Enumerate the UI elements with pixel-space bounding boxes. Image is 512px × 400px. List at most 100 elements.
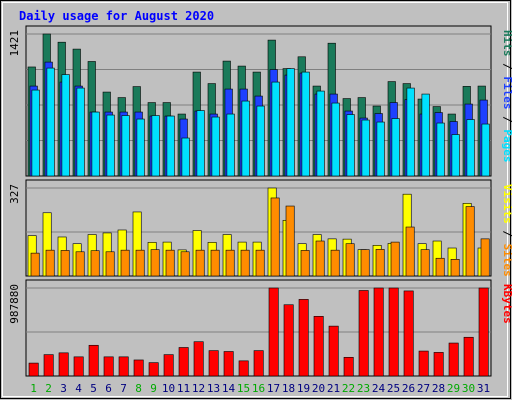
bar-sites-26 — [405, 226, 415, 277]
bar-kbytes-5 — [88, 344, 99, 377]
day-label-16: 16 — [252, 382, 265, 395]
max-tick-label: 1421 — [8, 30, 21, 57]
legend-sites: Sites — [501, 244, 512, 277]
bar-pages-28 — [436, 122, 445, 177]
day-label-1: 1 — [30, 382, 37, 395]
day-label-20: 20 — [312, 382, 325, 395]
max-tick-label: 327 — [8, 184, 21, 204]
bar-sites-30 — [465, 206, 475, 277]
bar-kbytes-28 — [433, 352, 444, 377]
bar-kbytes-27 — [418, 350, 429, 377]
bar-kbytes-31 — [478, 287, 489, 377]
bar-sites-24 — [375, 249, 385, 277]
bar-pages-5 — [91, 111, 100, 177]
bar-pages-26 — [406, 87, 415, 177]
sites-visits-panel: 327 Visits / Sites — [8, 179, 512, 277]
bar-kbytes-24 — [373, 287, 384, 377]
bar-kbytes-30 — [463, 336, 474, 377]
day-label-5: 5 — [90, 382, 97, 395]
bar-kbytes-23 — [358, 290, 369, 377]
bar-pages-6 — [106, 114, 115, 177]
bar-pages-18 — [286, 68, 295, 177]
hits-files-pages-panel: 1421 Hits / Files / Pages — [8, 25, 512, 177]
bar-kbytes-4 — [73, 356, 84, 377]
series-legend-label: Visits / Sites — [501, 184, 512, 277]
bar-sites-18 — [285, 205, 295, 277]
bar-kbytes-14 — [223, 351, 234, 377]
bar-pages-19 — [301, 71, 310, 177]
day-label-10: 10 — [162, 382, 175, 395]
bar-sites-1 — [30, 252, 40, 277]
bar-kbytes-8 — [133, 359, 144, 377]
day-label-6: 6 — [105, 382, 112, 395]
bar-kbytes-12 — [193, 341, 204, 377]
day-label-15: 15 — [237, 382, 250, 395]
bar-pages-20 — [316, 90, 325, 177]
bar-pages-12 — [196, 110, 205, 177]
bar-kbytes-17 — [268, 287, 279, 377]
bar-kbytes-7 — [118, 356, 129, 377]
day-label-24: 24 — [372, 382, 386, 395]
inner-highlight — [2, 2, 508, 397]
bar-kbytes-3 — [58, 352, 69, 377]
bar-sites-19 — [300, 250, 310, 277]
bar-sites-6 — [105, 251, 115, 277]
bar-sites-13 — [210, 249, 220, 277]
bar-pages-10 — [166, 115, 175, 177]
bar-kbytes-16 — [253, 350, 264, 377]
legend-files: Files — [501, 76, 512, 109]
day-label-22: 22 — [342, 382, 355, 395]
bar-pages-29 — [451, 134, 460, 177]
day-label-28: 28 — [432, 382, 445, 395]
bar-sites-16 — [255, 249, 265, 277]
bar-sites-10 — [165, 249, 175, 277]
bar-sites-28 — [435, 257, 445, 277]
bar-pages-30 — [466, 119, 475, 177]
bar-pages-14 — [226, 113, 235, 177]
bar-sites-11 — [180, 251, 190, 277]
day-label-8: 8 — [135, 382, 142, 395]
chart-title: Daily usage for August 2020 — [19, 9, 214, 23]
bar-kbytes-26 — [403, 290, 414, 377]
bar-sites-22 — [345, 243, 355, 277]
bar-pages-15 — [241, 100, 250, 177]
bar-kbytes-15 — [238, 360, 249, 377]
bar-pages-4 — [76, 87, 85, 177]
kbytes-panel: 987880 KBytes — [8, 279, 512, 377]
legend-pages: Pages — [501, 129, 512, 162]
bar-kbytes-18 — [283, 304, 294, 377]
bar-pages-7 — [121, 115, 130, 177]
day-label-14: 14 — [222, 382, 236, 395]
bar-sites-9 — [150, 249, 160, 277]
day-label-27: 27 — [417, 382, 430, 395]
bar-pages-9 — [151, 115, 160, 177]
bar-sites-17 — [270, 197, 280, 277]
bar-kbytes-6 — [103, 356, 114, 377]
day-label-3: 3 — [60, 382, 67, 395]
bar-pages-17 — [271, 81, 280, 177]
bar-sites-7 — [120, 249, 130, 277]
day-label-31: 31 — [477, 382, 490, 395]
day-label-19: 19 — [297, 382, 310, 395]
series-legend-label: KBytes — [501, 284, 512, 324]
bar-sites-29 — [450, 259, 460, 277]
bar-kbytes-21 — [328, 325, 339, 377]
bar-pages-8 — [136, 118, 145, 177]
bar-kbytes-20 — [313, 316, 324, 377]
bar-pages-1 — [31, 89, 40, 177]
bar-sites-25 — [390, 241, 400, 277]
day-labels: 1 2 3 4 5 6 7 8 9 10 11 12 13 14 15 16 17 18 19 20 21 22 23 24 2… — [30, 382, 490, 395]
bar-sites-4 — [75, 251, 85, 277]
bar-sites-20 — [315, 240, 325, 277]
bar-pages-31 — [481, 123, 490, 177]
legend-separator: / — [501, 110, 512, 130]
day-label-18: 18 — [282, 382, 295, 395]
bar-pages-2 — [46, 67, 55, 177]
bar-sites-12 — [195, 249, 205, 277]
bar-pages-13 — [211, 116, 220, 177]
day-label-25: 25 — [387, 382, 400, 395]
day-label-21: 21 — [327, 382, 340, 395]
max-tick-label: 987880 — [8, 284, 21, 324]
